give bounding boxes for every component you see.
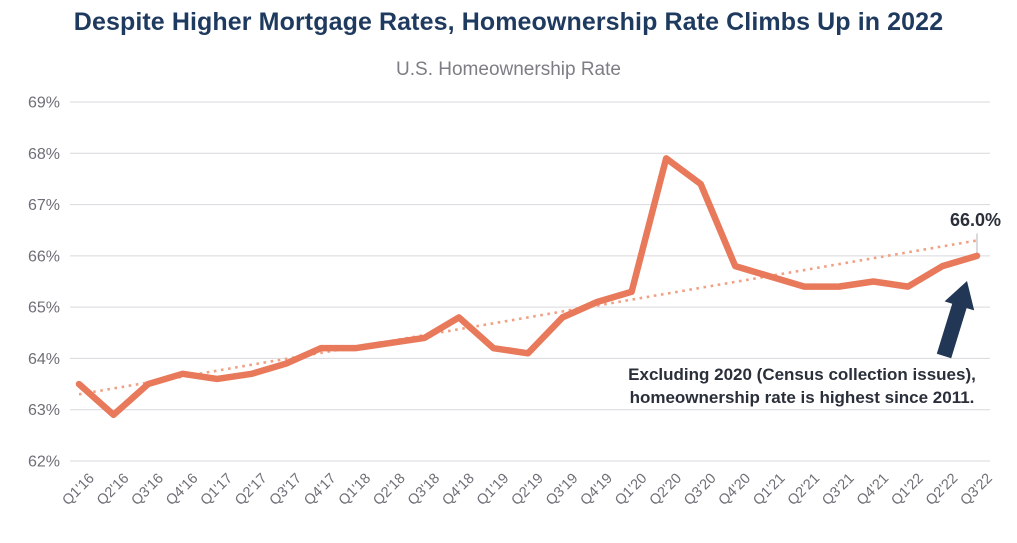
- x-axis-tick-label: Q3'20: [681, 471, 719, 509]
- x-axis-tick-label: Q1'20: [612, 471, 650, 509]
- x-axis-tick-label: Q4'18: [439, 471, 477, 509]
- chart-annotation-line2: homeownership rate is highest since 2011…: [629, 387, 975, 407]
- x-axis-tick-label: Q2'17: [232, 471, 270, 509]
- y-axis-tick-label: 69%: [28, 95, 60, 112]
- chart-annotation: Excluding 2020 (Census collection issues…: [602, 364, 1002, 409]
- x-axis-tick-label: Q3'19: [543, 471, 581, 509]
- x-axis-tick-label: Q1'21: [750, 471, 788, 509]
- homeownership-rate-line: [75, 155, 981, 419]
- x-axis-tick-label: Q2'19: [508, 471, 546, 509]
- x-axis-tick-label: Q3'16: [129, 471, 167, 509]
- arrow-up-icon: [936, 281, 975, 359]
- y-axis-tick-label: 68%: [28, 146, 60, 163]
- x-axis-tick-label: Q3'21: [819, 471, 857, 509]
- x-axis-tick-label: Q2'16: [94, 471, 132, 509]
- x-axis-tick-label: Q4'17: [301, 471, 339, 509]
- page-title: Despite Higher Mortgage Rates, Homeowner…: [73, 8, 944, 36]
- trendline: [78, 239, 978, 396]
- x-axis-tick-label: Q2'18: [370, 471, 408, 509]
- x-axis-tick-label: Q2'22: [923, 471, 961, 509]
- x-axis-tick-label: Q4'19: [578, 471, 616, 509]
- x-axis-tick-label: Q3'17: [267, 471, 305, 509]
- endpoint-value-label: 66.0%: [949, 210, 1001, 230]
- chart-annotation-line1: Excluding 2020 (Census collection issues…: [628, 365, 976, 384]
- x-axis-tick-label: Q3'22: [957, 471, 995, 509]
- y-axis-tick-label: 63%: [28, 402, 60, 419]
- y-axis-tick-label: 67%: [28, 197, 60, 214]
- y-axis-tick-label: 66%: [28, 248, 60, 265]
- y-axis-tick-label: 64%: [28, 351, 60, 368]
- y-axis-tick-label: 62%: [28, 454, 60, 471]
- x-axis-tick-label: Q3'18: [405, 471, 443, 509]
- chart-subtitle: U.S. Homeownership Rate: [396, 59, 621, 80]
- x-axis-tick-label: Q4'20: [716, 471, 754, 509]
- x-axis-tick-label: Q1'19: [474, 471, 512, 509]
- x-axis-tick-label: Q4'16: [163, 471, 201, 509]
- x-axis-tick-label: Q1'22: [888, 471, 926, 509]
- x-axis-tick-label: Q1'16: [59, 471, 97, 509]
- x-axis-tick-label: Q2'20: [647, 471, 685, 509]
- y-axis-tick-label: 65%: [28, 300, 60, 317]
- x-axis-tick-label: Q2'21: [785, 471, 823, 509]
- x-axis-tick-label: Q1'18: [336, 471, 374, 509]
- x-axis-tick-label: Q4'21: [854, 471, 892, 509]
- x-axis-tick-label: Q1'17: [198, 471, 236, 509]
